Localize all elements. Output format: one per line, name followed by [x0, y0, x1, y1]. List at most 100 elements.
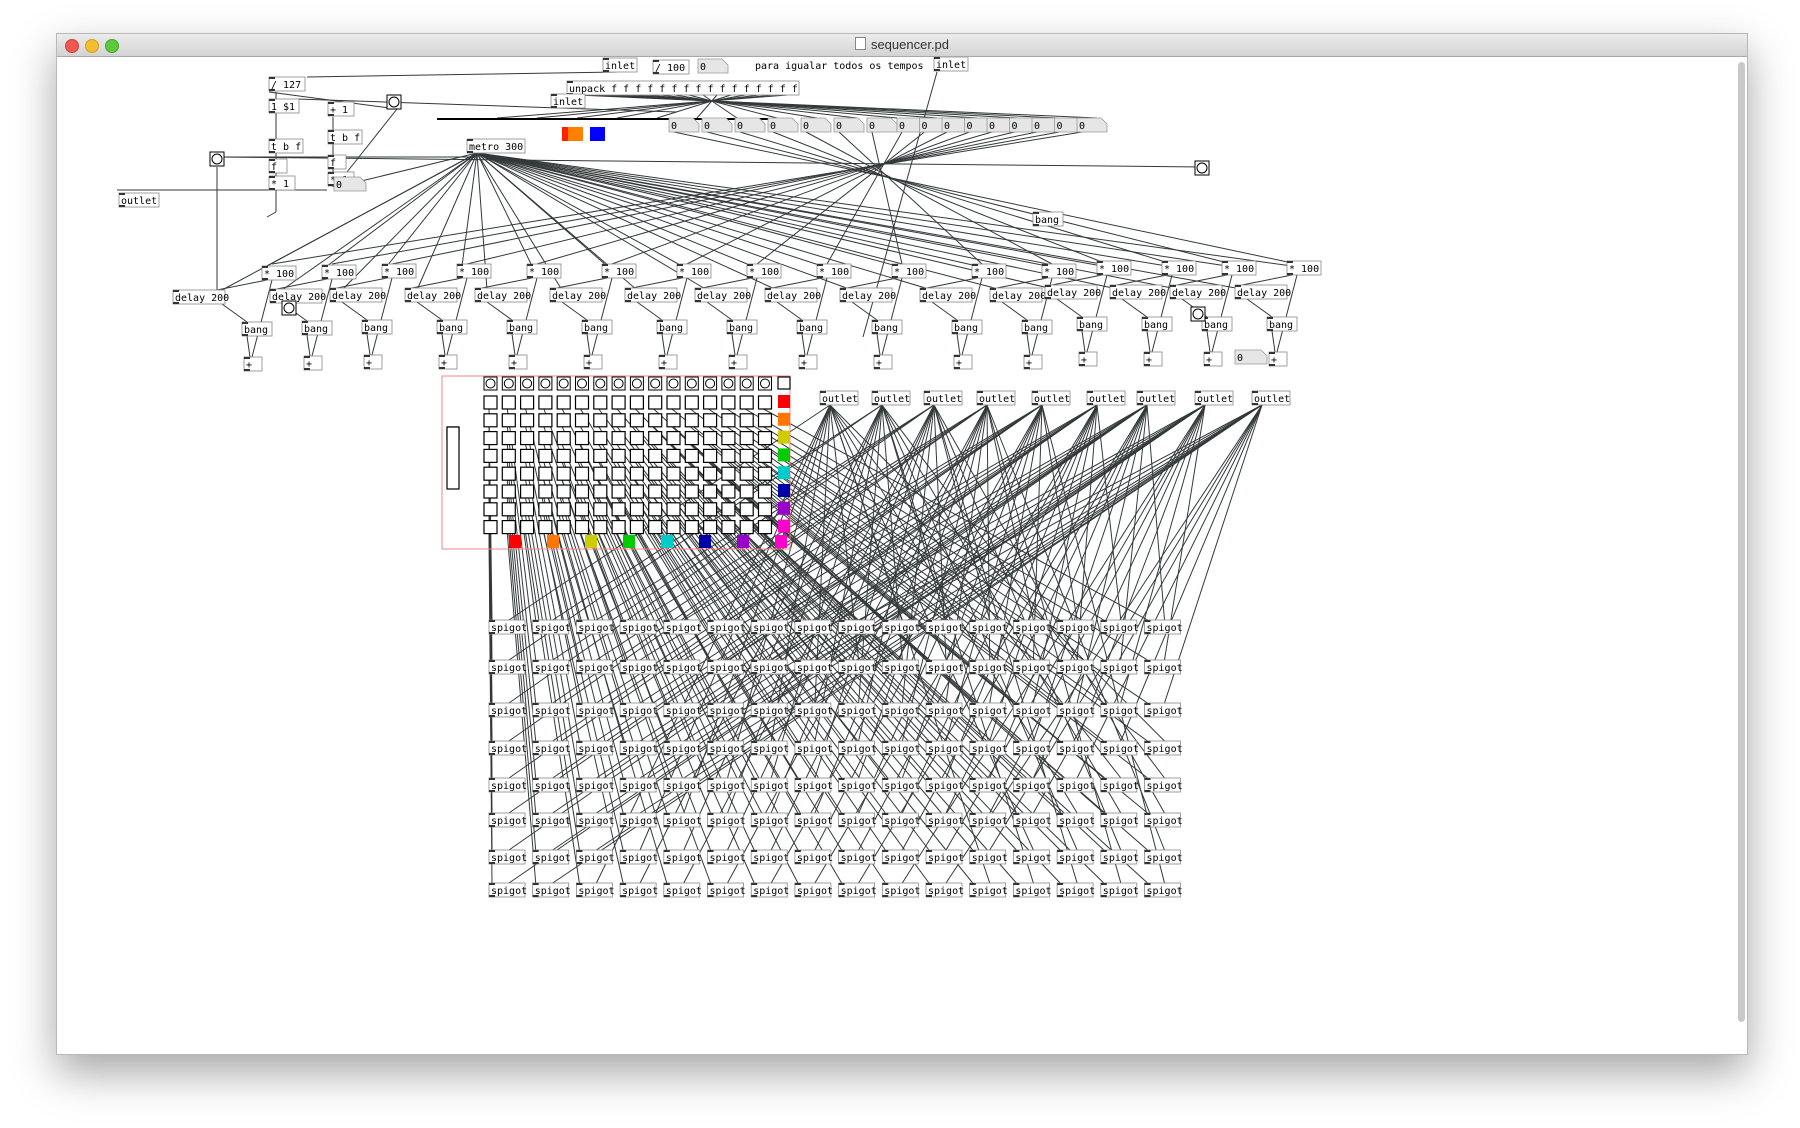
grid-outlet-6[interactable]: outlet: [1136, 390, 1176, 406]
toggle-r6-c13[interactable]: [721, 502, 736, 517]
plus-6[interactable]: +: [658, 354, 678, 370]
toggle-r7-c15[interactable]: [757, 520, 773, 535]
toggle-r3-c5[interactable]: [574, 448, 590, 463]
spigot-r4-c13[interactable]: spigot: [1056, 777, 1095, 793]
mult-100-15[interactable]: * 100: [1286, 260, 1322, 276]
delay-200-6[interactable]: delay 200: [624, 287, 681, 303]
step-bang-0[interactable]: [483, 376, 498, 391]
bang-top[interactable]: [386, 94, 402, 110]
plus-9[interactable]: +: [873, 354, 893, 370]
spigot-r6-c1[interactable]: spigot: [532, 849, 571, 865]
spigot-r4-c7[interactable]: spigot: [794, 777, 833, 793]
toggle-r0-c13[interactable]: [721, 395, 736, 410]
toggle-r1-c11[interactable]: [684, 413, 699, 428]
spigot-r1-c13[interactable]: spigot: [1056, 659, 1095, 675]
delay-200-3[interactable]: delay 200: [404, 287, 461, 303]
toggle-r7-c3[interactable]: [538, 520, 553, 535]
spigot-r0-c1[interactable]: spigot: [532, 619, 571, 635]
spigot-r2-c14[interactable]: spigot: [1100, 702, 1139, 718]
spigot-r1-c11[interactable]: spigot: [969, 659, 1008, 675]
spigot-r3-c11[interactable]: spigot: [969, 740, 1008, 756]
step-bang-13[interactable]: [721, 376, 736, 391]
mult-100-5[interactable]: * 100: [601, 263, 637, 279]
spigot-r0-c11[interactable]: spigot: [969, 619, 1008, 635]
grid-outlet-2[interactable]: outlet: [923, 390, 963, 406]
step-number-5[interactable]: 0: [833, 117, 865, 133]
toggle-r0-c2[interactable]: [520, 395, 535, 410]
spigot-r2-c11[interactable]: spigot: [969, 702, 1008, 718]
delay-200-12[interactable]: delay 200: [1044, 284, 1101, 300]
bang-msg-11[interactable]: bang: [1021, 319, 1053, 335]
bang-left[interactable]: [209, 151, 225, 167]
toggle-r6-c14[interactable]: [739, 502, 754, 517]
bang-msg-15[interactable]: bang: [1266, 316, 1298, 332]
toggle-r5-c4[interactable]: [556, 484, 571, 499]
toggle-r5-c6[interactable]: [593, 484, 608, 499]
spigot-r3-c0[interactable]: spigot: [488, 740, 527, 756]
step-number-0[interactable]: 0: [668, 117, 700, 133]
toggle-r5-c8[interactable]: [629, 484, 645, 499]
toggle-r2-c13[interactable]: [721, 431, 736, 446]
toggle-r4-c13[interactable]: [721, 466, 736, 481]
bang-msg-12[interactable]: bang: [1076, 316, 1108, 332]
delay-200-14[interactable]: delay 200: [1169, 284, 1226, 300]
spigot-r4-c14[interactable]: spigot: [1100, 777, 1139, 793]
plus-3[interactable]: +: [438, 354, 458, 370]
spigot-r1-c14[interactable]: spigot: [1100, 659, 1139, 675]
div-100[interactable]: / 100: [652, 59, 690, 75]
step-number-1[interactable]: 0: [701, 117, 733, 133]
spigot-r6-c12[interactable]: spigot: [1013, 849, 1052, 865]
toggle-r4-c0[interactable]: [483, 466, 498, 481]
spigot-r3-c15[interactable]: spigot: [1144, 740, 1183, 756]
spigot-r2-c0[interactable]: spigot: [488, 702, 527, 718]
mult-100-6[interactable]: * 100: [676, 263, 712, 279]
delay-200-4[interactable]: delay 200: [474, 287, 531, 303]
toggle-r2-c6[interactable]: [593, 431, 608, 446]
mult-100-4[interactable]: * 100: [526, 263, 562, 279]
delay-200-8[interactable]: delay 200: [764, 287, 821, 303]
toggle-r3-c13[interactable]: [721, 448, 736, 463]
mult-100-2[interactable]: * 100: [381, 263, 417, 279]
bang-chain-left[interactable]: [281, 300, 297, 316]
bang-msg-13[interactable]: bang: [1141, 316, 1173, 332]
toggle-r0-c9[interactable]: [648, 395, 663, 410]
mult-100-11[interactable]: * 100: [1041, 263, 1077, 279]
number-127[interactable]: / 127: [268, 76, 306, 92]
spigot-r7-c10[interactable]: spigot: [925, 882, 964, 898]
spigot-r6-c9[interactable]: spigot: [881, 849, 920, 865]
toggle-r0-c6[interactable]: [593, 395, 608, 410]
step-number-6[interactable]: 0: [866, 117, 898, 133]
toggle-r2-c15[interactable]: [757, 431, 773, 446]
bang-msg-10[interactable]: bang: [951, 319, 983, 335]
spigot-r1-c8[interactable]: spigot: [838, 659, 877, 675]
toggle-r1-c7[interactable]: [611, 413, 626, 428]
spigot-r5-c15[interactable]: spigot: [1144, 812, 1183, 828]
step-bang-4[interactable]: [556, 376, 571, 391]
step-bang-6[interactable]: [593, 376, 608, 391]
spigot-r2-c3[interactable]: spigot: [619, 702, 658, 718]
spigot-r0-c7[interactable]: spigot: [794, 619, 833, 635]
toggle-r2-c10[interactable]: [666, 431, 681, 446]
mult-100-7[interactable]: * 100: [746, 263, 782, 279]
grid-corner-toggle[interactable]: [777, 376, 791, 390]
metro-300[interactable]: metro 300: [466, 138, 526, 154]
toggle-r3-c12[interactable]: [702, 448, 718, 463]
step-bang-5[interactable]: [575, 376, 589, 391]
spigot-r5-c12[interactable]: spigot: [1013, 812, 1052, 828]
toggle-r1-c5[interactable]: [574, 413, 590, 428]
plus-11[interactable]: +: [1023, 354, 1043, 370]
spigot-r7-c13[interactable]: spigot: [1056, 882, 1095, 898]
spigot-r2-c4[interactable]: spigot: [663, 702, 702, 718]
spigot-r7-c5[interactable]: spigot: [707, 882, 746, 898]
toggle-r3-c15[interactable]: [757, 448, 773, 463]
mult-100-13[interactable]: * 100: [1161, 260, 1197, 276]
spigot-r7-c0[interactable]: spigot: [488, 882, 527, 898]
toggle-r5-c10[interactable]: [666, 484, 681, 499]
spigot-r2-c1[interactable]: spigot: [532, 702, 571, 718]
toggle-r7-c7[interactable]: [611, 520, 626, 535]
spigot-r3-c14[interactable]: spigot: [1100, 740, 1139, 756]
spigot-r2-c2[interactable]: spigot: [576, 702, 615, 718]
step-bang-7[interactable]: [611, 376, 626, 391]
spigot-r0-c0[interactable]: spigot: [488, 619, 527, 635]
toggle-r1-c15[interactable]: [757, 413, 773, 428]
